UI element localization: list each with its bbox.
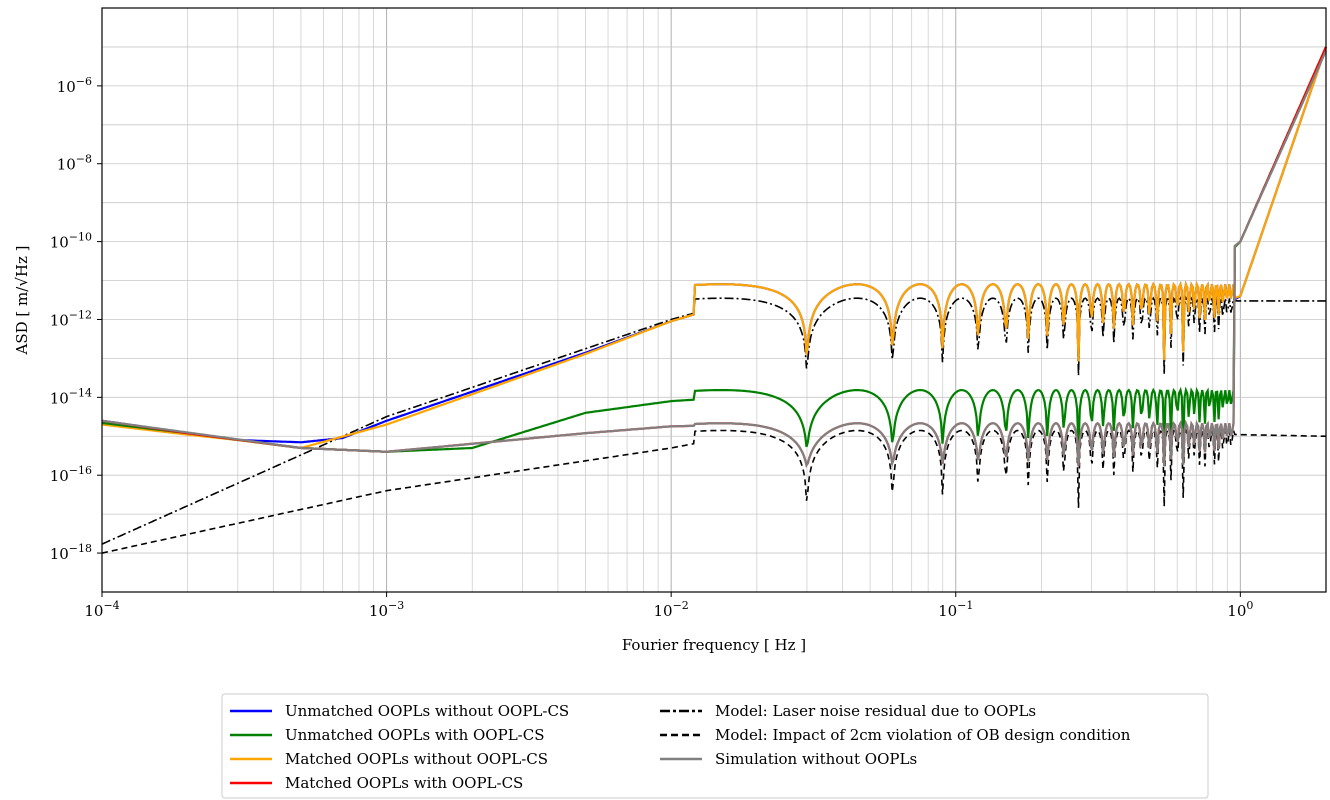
y-tick-label: 10−10 xyxy=(50,231,92,252)
legend-label: Matched OOPLs with OOPL-CS xyxy=(285,774,523,792)
legend-item: Unmatched OOPLs without OOPL-CS xyxy=(230,702,569,720)
y-tick-label: 10−16 xyxy=(50,464,92,485)
legend-label: Unmatched OOPLs with OOPL-CS xyxy=(285,726,544,744)
plot-area xyxy=(101,46,1328,554)
x-tick-label: 100 xyxy=(1227,599,1253,620)
legend: Unmatched OOPLs without OOPL-CS Unmatched… xyxy=(221,693,1209,799)
x-axis-label: Fourier frequency [ Hz ] xyxy=(622,636,806,654)
y-tick-label: 10−18 xyxy=(50,542,92,563)
y-tick-label: 10−8 xyxy=(57,153,92,174)
legend-label: Matched OOPLs without OOPL-CS xyxy=(285,750,548,768)
legend-item: Matched OOPLs with OOPL-CS xyxy=(230,774,523,792)
x-tick-label: 10−1 xyxy=(938,599,973,620)
series-line xyxy=(101,50,1327,468)
legend-item: Matched OOPLs without OOPL-CS xyxy=(230,750,548,768)
x-axis: 10−4 10−3 10−2 10−1 100 xyxy=(84,592,1253,620)
y-axis-label: ASD [ m/√Hz ] xyxy=(13,246,31,356)
series-line xyxy=(101,46,1328,444)
x-tick-label: 10−3 xyxy=(369,599,404,620)
legend-label: Unmatched OOPLs without OOPL-CS xyxy=(285,702,569,720)
y-tick-label: 10−14 xyxy=(50,386,92,407)
legend-item: Model: Laser noise residual due to OOPLs xyxy=(660,702,1036,720)
y-tick-label: 10−12 xyxy=(50,308,92,329)
series-line xyxy=(101,46,1328,450)
y-tick-label: 10−6 xyxy=(57,75,92,96)
series-line xyxy=(101,427,1327,554)
series-line xyxy=(101,295,1326,545)
legend-label: Model: Impact of 2cm violation of OB des… xyxy=(715,726,1131,744)
x-tick-label: 10−2 xyxy=(654,599,689,620)
legend-box xyxy=(221,693,1209,799)
series-line xyxy=(101,46,1328,453)
y-axis: 10−18 10−16 10−14 10−12 10−10 10−8 10−6 xyxy=(50,75,102,563)
legend-label: Model: Laser noise residual due to OOPLs xyxy=(715,702,1036,720)
legend-item: Unmatched OOPLs with OOPL-CS xyxy=(230,726,544,744)
legend-item: Simulation without OOPLs xyxy=(660,750,917,768)
x-tick-label: 10−4 xyxy=(84,599,119,620)
legend-item: Model: Impact of 2cm violation of OB des… xyxy=(660,726,1131,744)
plot-frame xyxy=(101,7,1327,593)
legend-label: Simulation without OOPLs xyxy=(715,750,917,768)
